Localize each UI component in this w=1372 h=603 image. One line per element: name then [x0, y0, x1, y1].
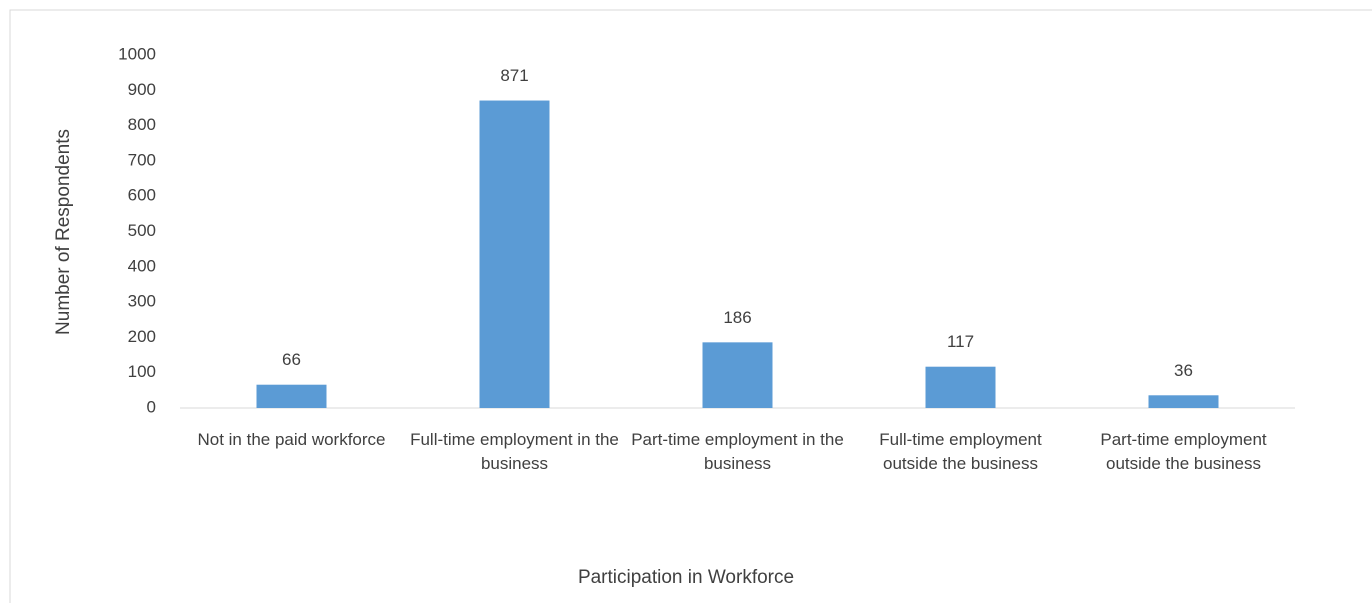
chart-frame [9, 9, 1372, 603]
y-tick-label: 100 [128, 362, 156, 381]
data-label: 36 [1174, 361, 1193, 380]
y-tick-label: 200 [128, 327, 156, 346]
y-tick-label: 0 [147, 397, 156, 416]
x-tick-label: Not in the paid workforce [197, 430, 386, 449]
data-label: 871 [500, 66, 528, 85]
data-label: 186 [723, 308, 751, 327]
y-tick-label: 900 [128, 80, 156, 99]
y-tick-label: 700 [128, 150, 156, 169]
y-tick-label: 400 [128, 256, 156, 275]
y-axis-title: Number of Respondents [53, 129, 74, 335]
y-tick-label: 500 [128, 221, 156, 240]
x-tick-label: Part-time employment in the business [631, 430, 844, 473]
bar [702, 342, 773, 408]
x-tick-label: Full-time employment outside the busines… [879, 430, 1042, 473]
y-tick-label: 300 [128, 292, 156, 311]
data-label: 66 [282, 350, 301, 369]
bar [925, 366, 996, 408]
bar [256, 384, 327, 408]
y-tick-label: 800 [128, 115, 156, 134]
x-tick-label: Full-time employment in the business [410, 430, 619, 473]
y-tick-label: 600 [128, 186, 156, 205]
bar [1148, 395, 1219, 408]
x-axis-title: Participation in Workforce [578, 567, 794, 588]
data-label: 117 [947, 332, 974, 351]
x-tick-label: Part-time employment outside the busines… [1100, 430, 1267, 473]
bar [479, 100, 550, 409]
y-tick-label: 1000 [118, 44, 156, 63]
